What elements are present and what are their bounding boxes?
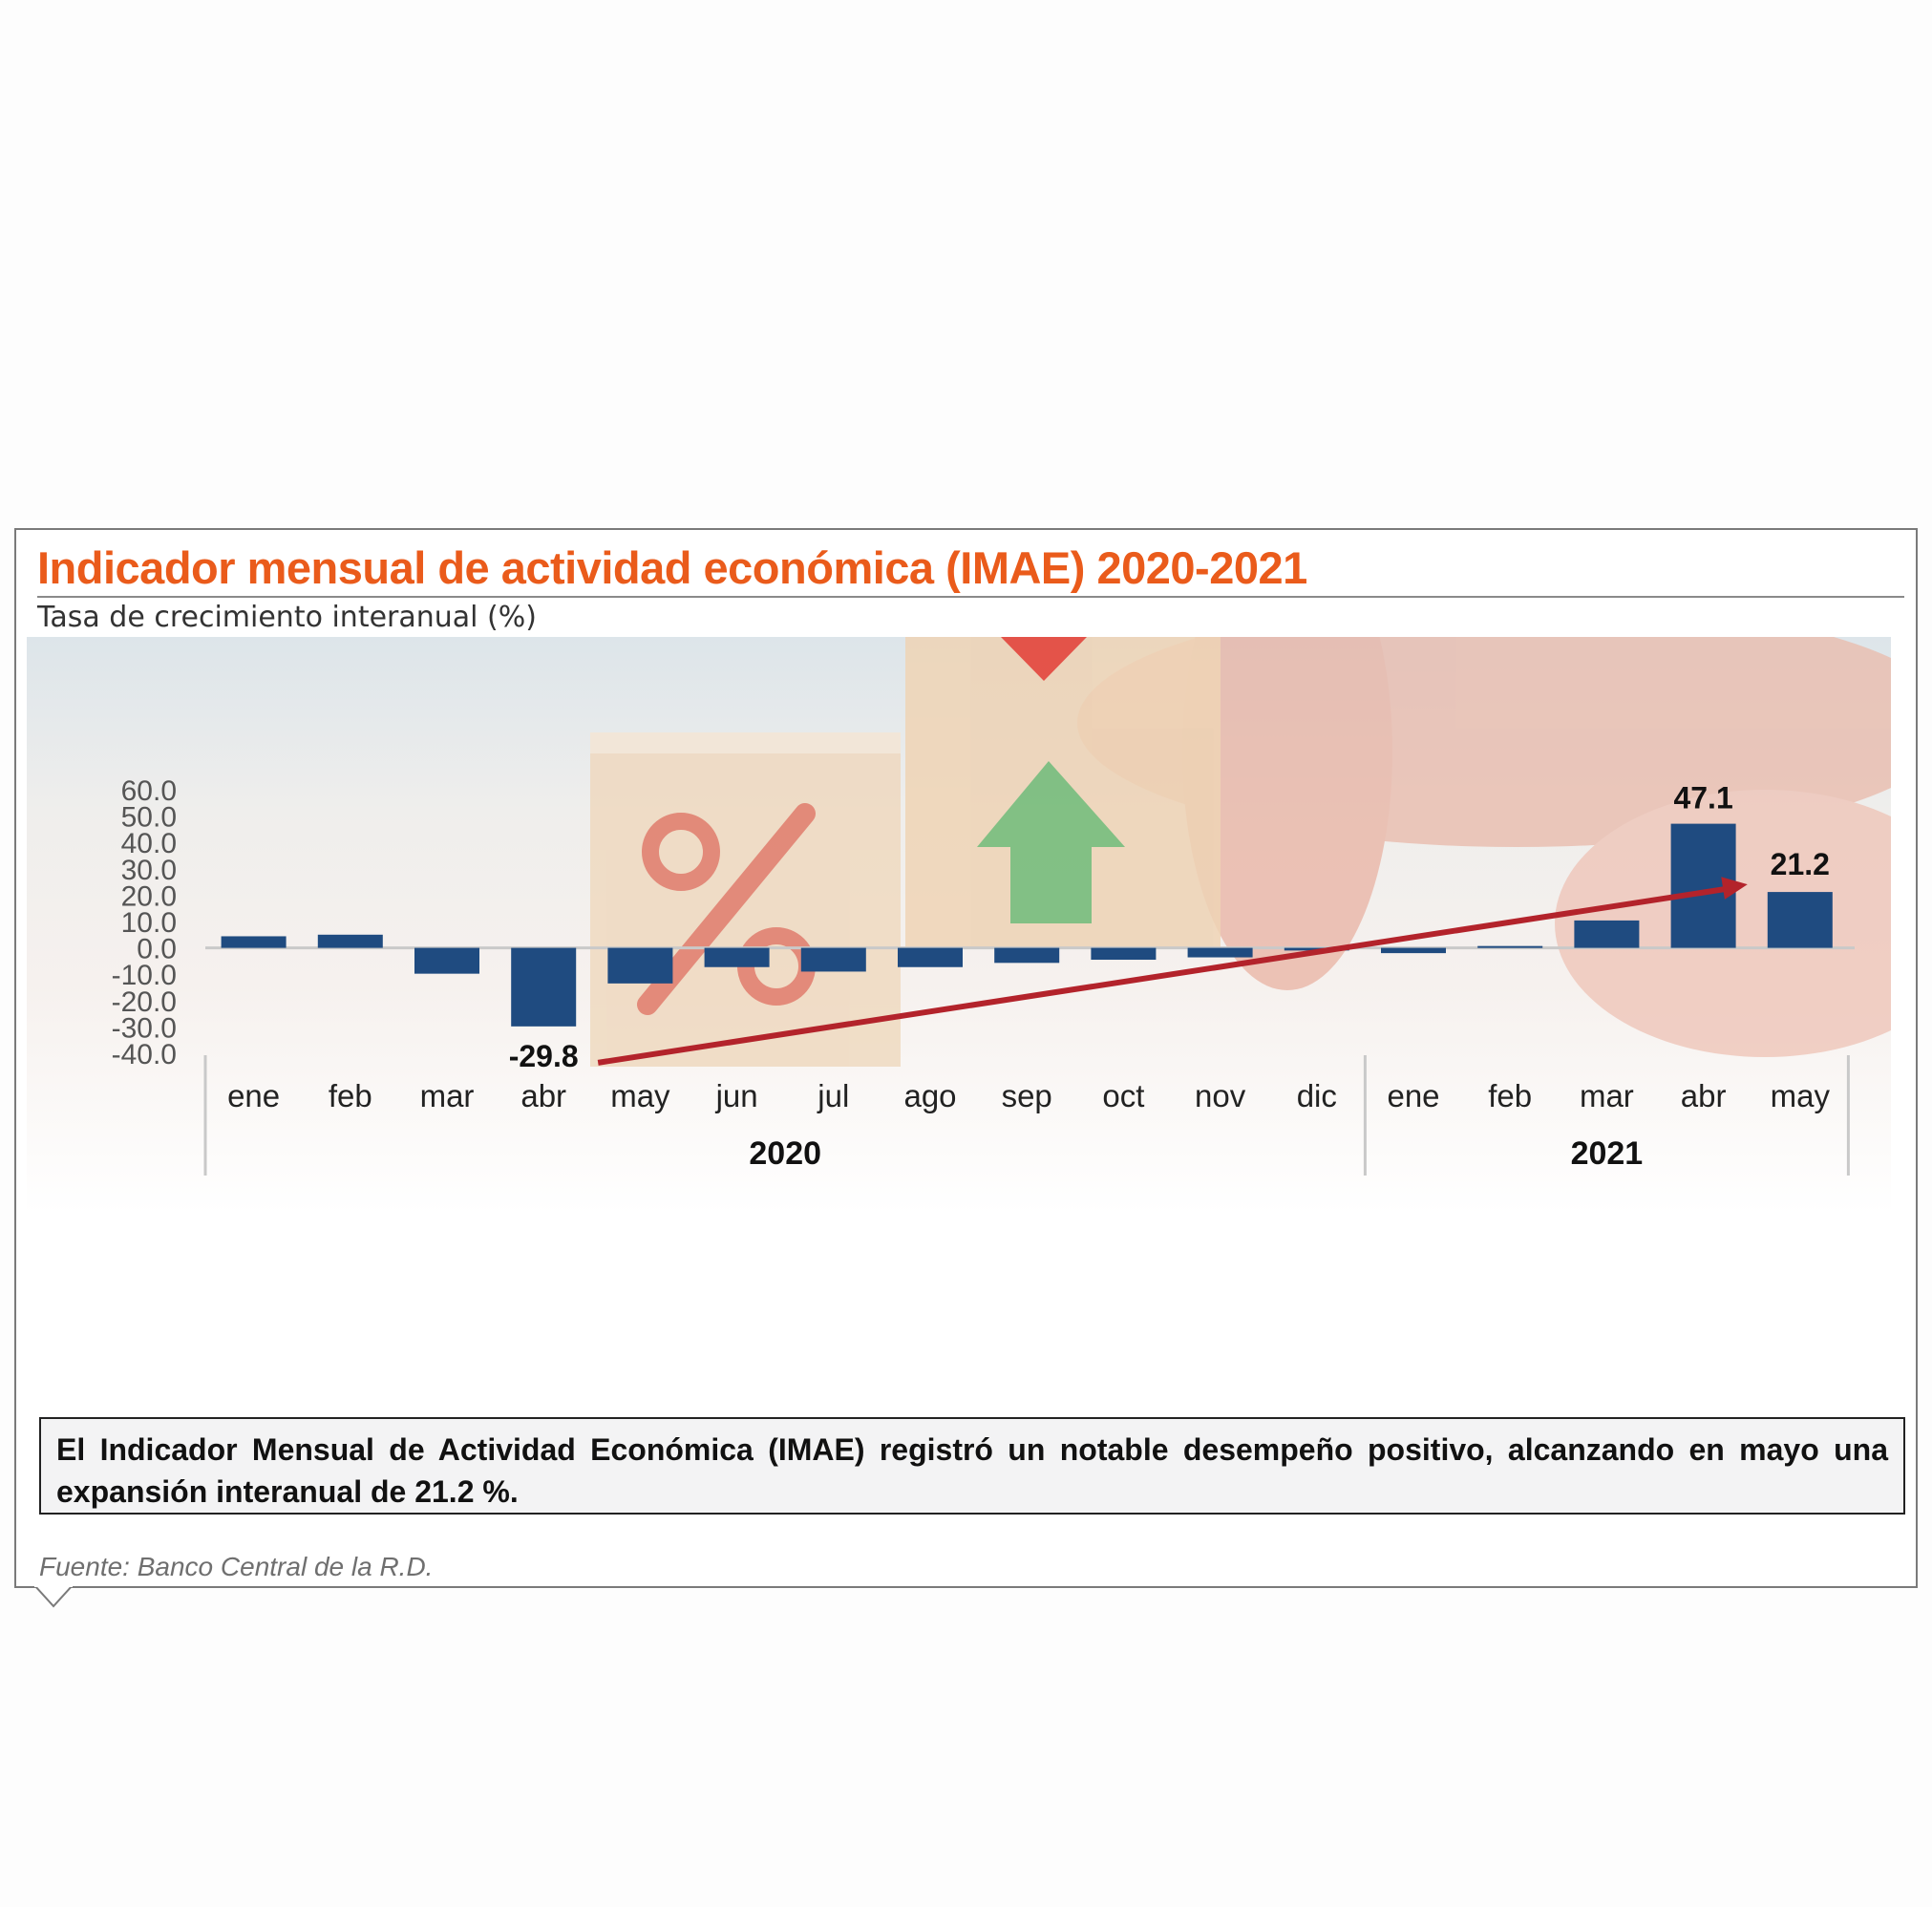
trend-arrow — [597, 877, 1748, 1066]
infographic-card: Indicador mensual de actividad económica… — [14, 528, 1918, 1588]
bar — [1187, 947, 1253, 958]
data-label: -29.8 — [509, 1039, 579, 1073]
y-tick-label: 10.0 — [121, 907, 177, 939]
y-tick-label: 60.0 — [121, 775, 177, 807]
x-tick-label: mar — [1580, 1078, 1634, 1113]
bar — [898, 947, 963, 967]
bar — [511, 947, 577, 1027]
x-tick-label: ene — [227, 1078, 280, 1113]
x-tick-label: ene — [1387, 1078, 1439, 1113]
source-note: Fuente: Banco Central de la R.D. — [39, 1552, 434, 1581]
bar — [800, 947, 866, 972]
data-label: 21.2 — [1771, 847, 1830, 881]
x-tick-label: jun — [715, 1078, 758, 1113]
bar — [221, 936, 287, 948]
data-label: 47.1 — [1673, 781, 1732, 816]
summary-box: El Indicador Mensual de Actividad Económ… — [39, 1417, 1905, 1515]
x-axis: ene feb mar abr may jun jul ago sep oct nov dic ene f… — [203, 1055, 1850, 1176]
bar — [1091, 947, 1157, 961]
x-tick-label: nov — [1195, 1078, 1246, 1113]
title-divider — [37, 596, 1904, 598]
x-tick-label: may — [1771, 1078, 1831, 1113]
bar — [317, 934, 383, 948]
year-group-label: 2021 — [1571, 1135, 1644, 1172]
bar — [1574, 920, 1640, 948]
x-tick-label: jul — [817, 1078, 849, 1113]
x-tick-label: feb — [329, 1078, 372, 1113]
y-tick-label: 40.0 — [121, 828, 177, 859]
bar-chart: 60.050.040.030.020.010.00.0-10.0-20.0-30… — [112, 775, 1855, 1176]
x-tick-label: dic — [1297, 1078, 1337, 1113]
y-tick-label: -30.0 — [112, 1012, 177, 1044]
wooden-block-up-arrow-icon — [905, 637, 1221, 947]
x-tick-label: abr — [520, 1078, 566, 1113]
chart-subtitle: Tasa de crecimiento interanual (%) — [37, 601, 537, 634]
x-tick-label: feb — [1488, 1078, 1532, 1113]
bar — [704, 947, 770, 967]
chart-title: Indicador mensual de actividad económica… — [37, 542, 1307, 593]
y-tick-label: -20.0 — [112, 986, 177, 1018]
data-labels: -29.8 47.1 21.2 — [509, 781, 1830, 1073]
bar — [607, 947, 673, 984]
card-pointer — [34, 1585, 73, 1610]
y-tick-label: 50.0 — [121, 802, 177, 834]
year-group-label: 2020 — [749, 1135, 821, 1172]
bar — [1767, 892, 1833, 948]
y-tick-label: -40.0 — [112, 1039, 177, 1070]
x-tick-label: abr — [1681, 1078, 1727, 1113]
bar — [994, 947, 1060, 964]
trend-arrow-line — [597, 884, 1735, 1066]
bar — [1381, 947, 1446, 954]
x-tick-label: mar — [420, 1078, 475, 1113]
y-tick-label: -10.0 — [112, 960, 177, 991]
x-tick-label: oct — [1102, 1078, 1144, 1113]
bar — [414, 947, 479, 974]
x-tick-label: ago — [903, 1078, 956, 1113]
y-axis: 60.050.040.030.020.010.00.0-10.0-20.0-30… — [112, 775, 177, 1070]
y-tick-label: 0.0 — [137, 934, 177, 965]
x-tick-label: may — [610, 1078, 670, 1113]
y-tick-label: 30.0 — [121, 855, 177, 886]
y-tick-label: 20.0 — [121, 880, 177, 912]
trend-arrow-head — [1721, 877, 1748, 900]
x-tick-label: sep — [1002, 1078, 1052, 1113]
bar — [1477, 945, 1543, 948]
